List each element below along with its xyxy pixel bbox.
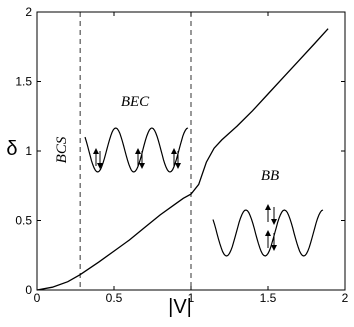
x-tick-label: 2: [342, 291, 349, 305]
x-axis-label: |V|: [168, 296, 192, 318]
annotation: BEC: [121, 94, 150, 110]
x-tick-label: 0: [34, 291, 41, 305]
y-tick-label: 1: [25, 144, 32, 158]
annotation: BCS: [54, 136, 70, 163]
x-tick-label: 1: [188, 291, 195, 305]
annotation: BB: [261, 168, 279, 184]
curve: [36, 28, 329, 291]
y-axis-label: δ: [6, 138, 17, 160]
x-tick-label: 1.5: [260, 291, 277, 305]
y-tick-label: 2: [25, 5, 32, 19]
lattice-insets: [84, 127, 324, 257]
potential-wave: [212, 209, 324, 257]
x-tick-label: 0.5: [106, 291, 123, 305]
y-tick-label: 0: [25, 283, 32, 297]
y-tick-label: 1.5: [15, 75, 32, 89]
y-tick-label: 0.5: [15, 214, 32, 228]
